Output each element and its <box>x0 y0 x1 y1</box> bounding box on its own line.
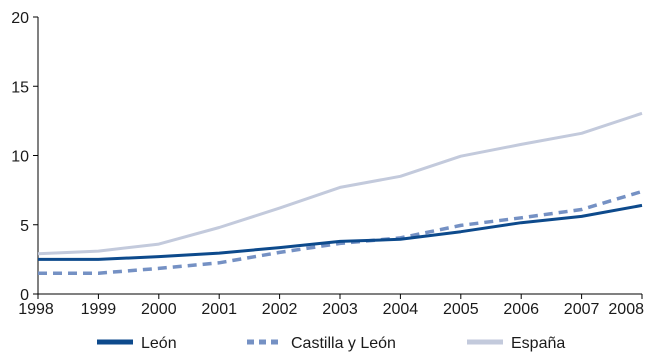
x-tick-label: 1998 <box>18 301 54 318</box>
x-tick-label: 2006 <box>503 301 539 318</box>
y-tick-label: 10 <box>11 149 29 166</box>
y-tick-label: 5 <box>20 218 29 235</box>
y-tick-label: 0 <box>20 287 29 304</box>
legend: León Castilla y León España <box>97 335 565 352</box>
x-tick-label: 2002 <box>262 301 298 318</box>
legend-label-2: España <box>511 335 565 352</box>
x-tick-label: 2003 <box>322 301 358 318</box>
series-line-2 <box>37 111 643 256</box>
x-tick-label: 2004 <box>383 301 419 318</box>
x-tick-label: 1999 <box>81 301 117 318</box>
x-tick-label: 2000 <box>141 301 177 318</box>
series-line-0 <box>38 203 643 261</box>
x-tick-label: 2001 <box>201 301 237 318</box>
series-lines <box>37 111 643 275</box>
y-axis-ticks: 0 5 10 15 20 <box>11 10 38 304</box>
x-tick-label: 2008 <box>608 301 644 318</box>
x-axis-ticks: 1998 1999 2000 2001 2002 2003 2004 2005 2006 2007… <box>18 294 644 318</box>
x-tick-label: 2007 <box>564 301 600 318</box>
series-line-1 <box>38 189 643 275</box>
legend-label-0: León <box>141 335 177 352</box>
y-tick-label: 15 <box>11 79 29 96</box>
legend-label-1: Castilla y León <box>291 335 396 352</box>
x-tick-label: 2005 <box>443 301 479 318</box>
y-tick-label: 20 <box>11 10 29 27</box>
